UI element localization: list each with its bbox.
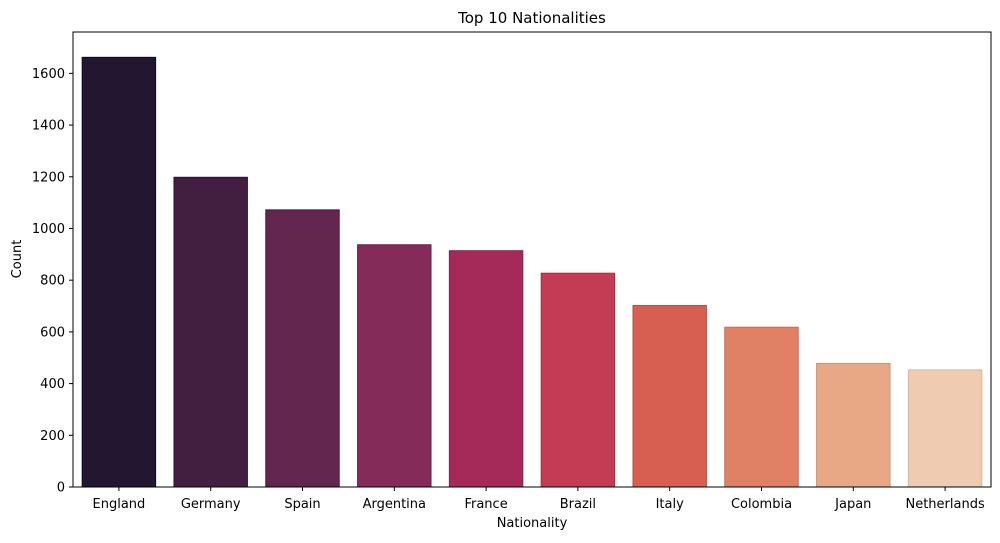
y-axis-ticks: 0 200 400 600 800 1000 1200 1400 1600: [32, 67, 73, 496]
x-tick-label: Brazil: [560, 497, 596, 512]
bar-spain: [265, 209, 340, 488]
y-tick-label: 1600: [32, 67, 65, 82]
bar-italy: [632, 305, 707, 488]
x-tick-label: Germany: [181, 497, 241, 512]
bar-netherlands: [907, 369, 983, 488]
y-tick-label: 200: [40, 429, 65, 444]
y-tick-label: 1000: [32, 222, 65, 237]
bar-argentina: [357, 244, 432, 488]
y-tick-label: 400: [40, 377, 65, 392]
y-tick-label: 0: [57, 481, 65, 496]
x-tick-label: Italy: [656, 497, 685, 512]
bar-colombia: [724, 326, 799, 488]
chart-title: Top 10 Nationalities: [457, 9, 606, 27]
bar-england: [81, 56, 157, 488]
x-tick-label: Netherlands: [905, 497, 984, 512]
plot-frame: [72, 31, 992, 488]
y-tick-label: 600: [40, 325, 65, 340]
bar-germany: [173, 176, 248, 488]
y-tick-label: 800: [40, 274, 65, 289]
x-tick-label: Japan: [834, 497, 871, 512]
bar-brazil: [540, 272, 616, 488]
x-tick-label: England: [93, 497, 146, 512]
x-tick-label: Spain: [284, 497, 320, 512]
y-tick-label: 1200: [32, 170, 65, 185]
x-axis-label: Nationality: [497, 516, 568, 531]
x-tick-label: Argentina: [363, 497, 426, 512]
y-axis-label: Count: [10, 240, 25, 279]
bars-layer: [81, 56, 983, 488]
x-tick-label: France: [464, 497, 507, 512]
bar-france: [448, 250, 524, 488]
x-tick-label: Colombia: [731, 497, 792, 512]
y-tick-label: 1400: [32, 119, 65, 134]
x-axis-ticks: England Germany Spain Argentina France Brazil…: [93, 487, 985, 512]
bar-japan: [816, 362, 891, 488]
